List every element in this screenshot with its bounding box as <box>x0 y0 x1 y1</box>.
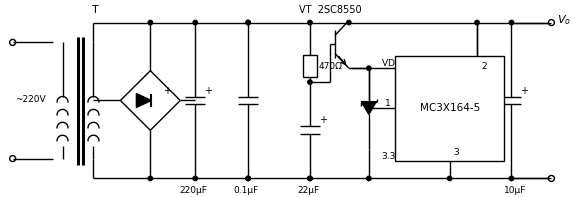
Bar <box>303 55 317 77</box>
Circle shape <box>475 20 479 25</box>
Text: 0.1μF: 0.1μF <box>234 186 259 195</box>
Circle shape <box>367 176 371 181</box>
Circle shape <box>246 20 250 25</box>
Text: VD$_W$: VD$_W$ <box>381 58 403 71</box>
Text: 3.3V: 3.3V <box>381 152 402 161</box>
Polygon shape <box>362 102 376 114</box>
Circle shape <box>308 80 312 84</box>
Text: ~220V: ~220V <box>15 96 46 104</box>
Circle shape <box>308 176 312 181</box>
Circle shape <box>510 176 514 181</box>
Text: 470Ω: 470Ω <box>319 62 343 71</box>
Circle shape <box>246 176 250 181</box>
Text: VT  2SC8550: VT 2SC8550 <box>299 5 361 15</box>
Text: 22μF: 22μF <box>297 186 319 195</box>
Text: MC3X164-5: MC3X164-5 <box>420 103 480 113</box>
Circle shape <box>308 20 312 25</box>
Text: 10μF: 10μF <box>504 186 527 195</box>
Text: T: T <box>92 5 99 15</box>
Circle shape <box>193 176 197 181</box>
Circle shape <box>447 176 452 181</box>
Text: 220μF: 220μF <box>179 186 207 195</box>
Polygon shape <box>136 94 151 107</box>
Text: +: + <box>204 85 212 96</box>
Circle shape <box>367 66 371 70</box>
Text: 3: 3 <box>454 148 460 157</box>
Circle shape <box>148 176 153 181</box>
Circle shape <box>308 176 312 181</box>
Circle shape <box>246 20 250 25</box>
Text: 2: 2 <box>481 62 487 71</box>
Circle shape <box>148 20 153 25</box>
Circle shape <box>510 20 514 25</box>
Circle shape <box>246 176 250 181</box>
Bar <box>395 56 504 161</box>
Circle shape <box>193 20 197 25</box>
Text: +: + <box>521 85 528 96</box>
Text: $V_o$: $V_o$ <box>558 14 571 27</box>
Circle shape <box>347 20 351 25</box>
Text: +: + <box>319 115 327 125</box>
Text: 1: 1 <box>385 99 391 108</box>
Text: +: + <box>163 85 171 96</box>
